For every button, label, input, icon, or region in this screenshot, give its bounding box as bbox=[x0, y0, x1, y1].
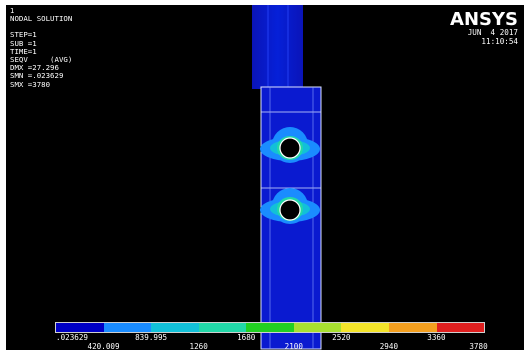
hole-1-contour bbox=[260, 127, 320, 163]
legend-tick-label: 1260 bbox=[189, 342, 208, 350]
hole-2-contour bbox=[260, 188, 320, 224]
date-stamp: JUN 4 2017 bbox=[467, 28, 518, 37]
legend-swatch bbox=[151, 323, 199, 332]
info-line: SUB =1 bbox=[10, 38, 37, 48]
info-line: TIME=1 bbox=[10, 46, 37, 56]
legend-swatch bbox=[56, 323, 104, 332]
legend-swatch bbox=[341, 323, 389, 332]
legend-swatch bbox=[436, 323, 485, 332]
legend-tick-label: 3780 bbox=[469, 342, 488, 350]
info-line: SMX =3780 bbox=[10, 79, 51, 89]
stress-contour-model bbox=[252, 5, 322, 350]
legend-swatch bbox=[388, 323, 437, 332]
window-number: 1 bbox=[10, 7, 15, 15]
info-line: SEQV (AVG) bbox=[10, 55, 73, 64]
legend-tick-label: .023629 bbox=[56, 333, 89, 342]
legend-tick-label: 2520 bbox=[332, 333, 351, 342]
graphics-window[interactable]: 1 NODAL SOLUTION STEP=1 SUB =1 TIME=1 SEQV (… bbox=[6, 5, 524, 350]
info-line: SMN =.023629 bbox=[10, 71, 64, 81]
ansys-logo: ANSYS bbox=[450, 9, 518, 30]
legend-tick-label: 839.995 bbox=[135, 333, 168, 342]
legend-swatch bbox=[293, 323, 342, 332]
upper-rod bbox=[252, 5, 303, 89]
legend-swatch bbox=[198, 323, 247, 332]
info-line: STEP=1 bbox=[10, 30, 37, 40]
info-line: NODAL SOLUTION bbox=[10, 14, 73, 23]
legend-tick-label: 2100 bbox=[284, 342, 303, 350]
time-stamp: 11:10:54 bbox=[481, 37, 518, 46]
legend-tick-label: 2940 bbox=[379, 342, 399, 350]
info-line: DMX =27.296 bbox=[10, 63, 59, 73]
legend-tick-label: 3360 bbox=[427, 333, 446, 342]
contour-legend-bar bbox=[55, 322, 485, 333]
legend-tick-label: 1680 bbox=[237, 333, 256, 342]
legend-tick-label: 420.009 bbox=[87, 342, 120, 350]
legend-swatch bbox=[103, 323, 152, 332]
legend-swatch bbox=[246, 323, 294, 332]
